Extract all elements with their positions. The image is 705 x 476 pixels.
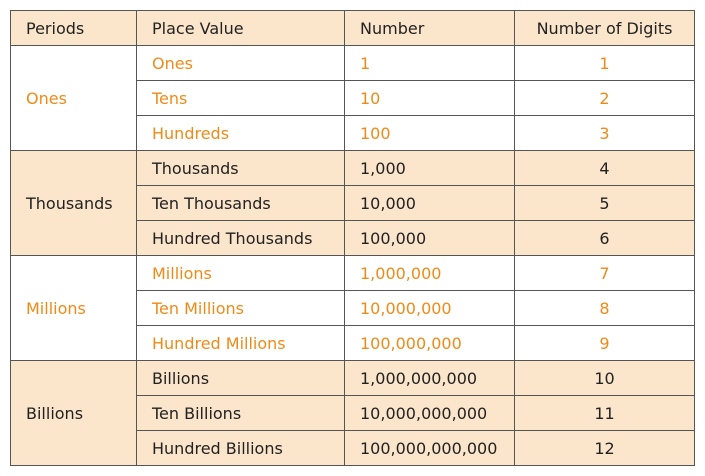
period-cell-billions: Billions: [10, 360, 137, 466]
place-value-cell: Ten Billions: [136, 395, 345, 431]
table-row: Billions Billions 1,000,000,000 10: [10, 360, 695, 466]
digits-cell: 10: [514, 360, 695, 396]
header-place-value: Place Value: [136, 10, 345, 46]
digits-cell: 5: [514, 185, 695, 221]
digits-cell: 9: [514, 325, 695, 361]
table-row: Millions Millions 1,000,000 7: [10, 255, 695, 361]
place-value-cell: Tens: [136, 80, 345, 116]
place-value-cell: Thousands: [136, 150, 345, 186]
place-value-cell: Millions: [136, 255, 345, 291]
digits-cell: 8: [514, 290, 695, 326]
header-number: Number: [344, 10, 515, 46]
table-row: Tens 10 2: [10, 80, 695, 116]
table-body: Ones Ones 1 1 Tens 10 2 Hundreds 100 3 T…: [10, 45, 695, 466]
number-cell: 100: [344, 115, 515, 151]
digits-cell: 3: [514, 115, 695, 151]
header-periods: Periods: [10, 10, 137, 46]
digits-cell: 6: [514, 220, 695, 256]
number-cell: 10,000: [344, 185, 515, 221]
place-value-cell: Hundred Thousands: [136, 220, 345, 256]
header-number-of-digits: Number of Digits: [514, 10, 695, 46]
number-cell: 1,000,000: [344, 255, 515, 291]
table-row: Ones Ones 1 1: [10, 45, 695, 151]
period-cell-thousands: Thousands: [10, 150, 137, 256]
number-cell: 10: [344, 80, 515, 116]
digits-cell: 7: [514, 255, 695, 291]
table-row: Hundred Billions 100,000,000,000 12: [10, 430, 695, 466]
place-value-cell: Ten Thousands: [136, 185, 345, 221]
number-cell: 10,000,000: [344, 290, 515, 326]
table-row: Thousands Thousands 1,000 4: [10, 150, 695, 256]
number-cell: 100,000: [344, 220, 515, 256]
number-cell: 1,000,000,000: [344, 360, 515, 396]
number-cell: 100,000,000: [344, 325, 515, 361]
place-value-cell: Hundred Billions: [136, 430, 345, 466]
digits-cell: 2: [514, 80, 695, 116]
place-value-cell: Billions: [136, 360, 345, 396]
digits-cell: 4: [514, 150, 695, 186]
place-value-cell: Ones: [136, 45, 345, 81]
digits-cell: 12: [514, 430, 695, 466]
period-cell-millions: Millions: [10, 255, 137, 361]
digits-cell: 11: [514, 395, 695, 431]
place-value-cell: Ten Millions: [136, 290, 345, 326]
number-cell: 10,000,000,000: [344, 395, 515, 431]
place-value-cell: Hundred Millions: [136, 325, 345, 361]
table-header: Periods Place Value Number Number of Dig…: [10, 10, 695, 46]
digits-cell: 1: [514, 45, 695, 81]
place-value-table: Periods Place Value Number Number of Dig…: [10, 10, 695, 466]
number-cell: 1,000: [344, 150, 515, 186]
number-cell: 1: [344, 45, 515, 81]
place-value-cell: Hundreds: [136, 115, 345, 151]
header-row: Periods Place Value Number Number of Dig…: [10, 10, 695, 46]
period-cell-ones: Ones: [10, 45, 137, 151]
number-cell: 100,000,000,000: [344, 430, 515, 466]
